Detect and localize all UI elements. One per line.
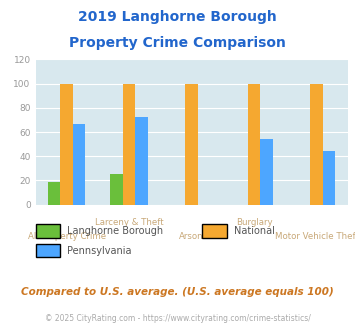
Bar: [261, 139, 273, 205]
Text: Property Crime Comparison: Property Crime Comparison: [69, 36, 286, 50]
Bar: [323, 151, 335, 205]
Text: All Property Crime: All Property Crime: [28, 232, 106, 241]
Text: Langhorne Borough: Langhorne Borough: [67, 226, 164, 236]
Text: National: National: [234, 226, 275, 236]
Bar: [110, 174, 123, 205]
Bar: [73, 123, 86, 205]
Text: Pennsylvania: Pennsylvania: [67, 246, 132, 256]
Bar: [310, 83, 323, 205]
Text: Motor Vehicle Theft: Motor Vehicle Theft: [275, 232, 355, 241]
Text: Compared to U.S. average. (U.S. average equals 100): Compared to U.S. average. (U.S. average …: [21, 287, 334, 297]
Bar: [248, 83, 261, 205]
Text: © 2025 CityRating.com - https://www.cityrating.com/crime-statistics/: © 2025 CityRating.com - https://www.city…: [45, 314, 310, 323]
Bar: [136, 117, 148, 205]
Bar: [123, 83, 136, 205]
Bar: [60, 83, 73, 205]
Text: Burglary: Burglary: [236, 218, 273, 227]
Text: 2019 Langhorne Borough: 2019 Langhorne Borough: [78, 10, 277, 24]
Bar: [185, 83, 198, 205]
Text: Larceny & Theft: Larceny & Theft: [95, 218, 164, 227]
Text: Arson: Arson: [179, 232, 204, 241]
Bar: [48, 182, 60, 205]
